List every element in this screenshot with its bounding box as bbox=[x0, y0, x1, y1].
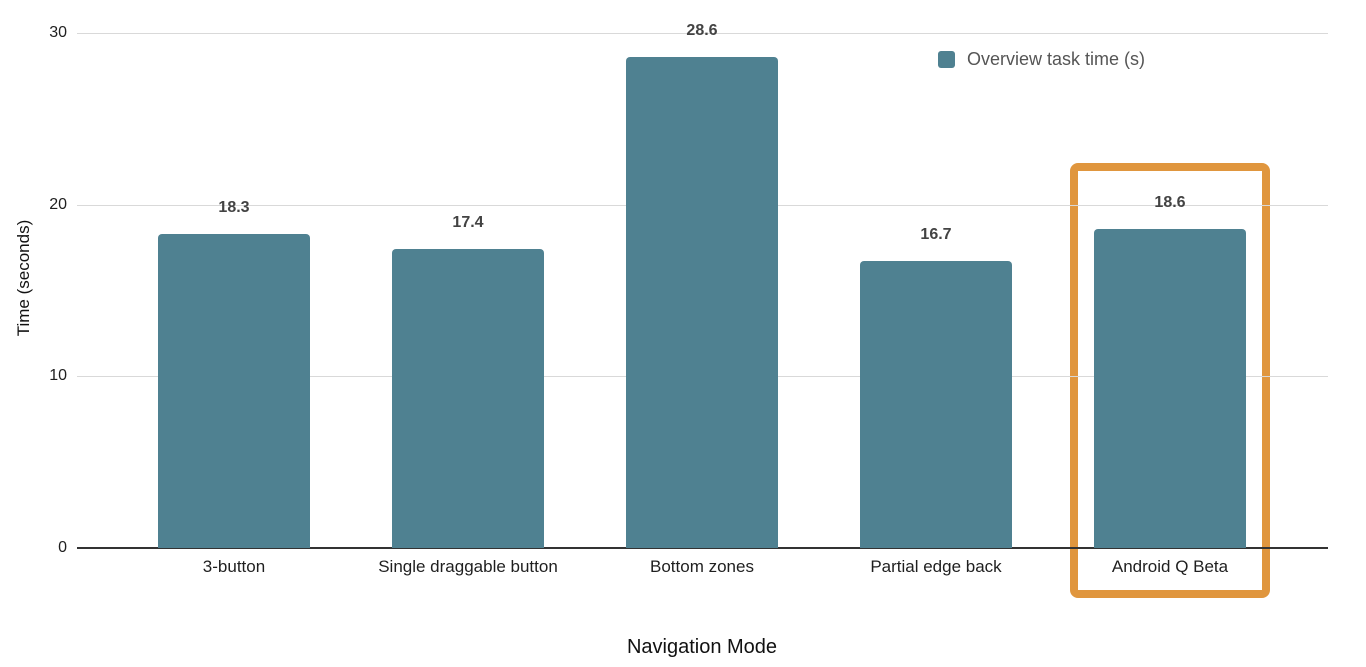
y-gridline bbox=[77, 33, 1328, 34]
bar-value-label: 18.6 bbox=[1154, 193, 1186, 211]
bar bbox=[392, 249, 544, 548]
y-tick-label: 30 bbox=[49, 24, 67, 41]
bar-value-label: 18.3 bbox=[218, 198, 250, 216]
bar-value-label: 16.7 bbox=[920, 226, 952, 244]
x-category-label: Android Q Beta bbox=[1111, 557, 1229, 576]
bar bbox=[1094, 228, 1246, 548]
x-axis-title: Navigation Mode bbox=[626, 636, 778, 658]
y-tick-label: 10 bbox=[49, 367, 67, 385]
bar bbox=[860, 261, 1012, 548]
bar bbox=[626, 57, 778, 548]
x-category-label: Partial edge back bbox=[870, 557, 1002, 576]
x-category-label: 3-button bbox=[202, 557, 266, 576]
x-category-label: Bottom zones bbox=[650, 557, 754, 576]
x-category-label: Single draggable button bbox=[378, 557, 558, 576]
x-axis-line bbox=[77, 547, 1328, 549]
y-tick-label: 0 bbox=[58, 539, 67, 556]
legend: Overview task time (s) bbox=[938, 50, 1145, 68]
highlight-box bbox=[1070, 163, 1270, 598]
bar bbox=[158, 233, 310, 548]
y-axis-title: Time (seconds) bbox=[14, 219, 33, 337]
bar-value-label: 28.6 bbox=[686, 22, 718, 40]
bar-value-label: 17.4 bbox=[452, 214, 484, 232]
legend-swatch bbox=[938, 50, 955, 68]
legend-label: Overview task time (s) bbox=[967, 49, 1146, 69]
y-tick-label: 20 bbox=[49, 195, 67, 213]
